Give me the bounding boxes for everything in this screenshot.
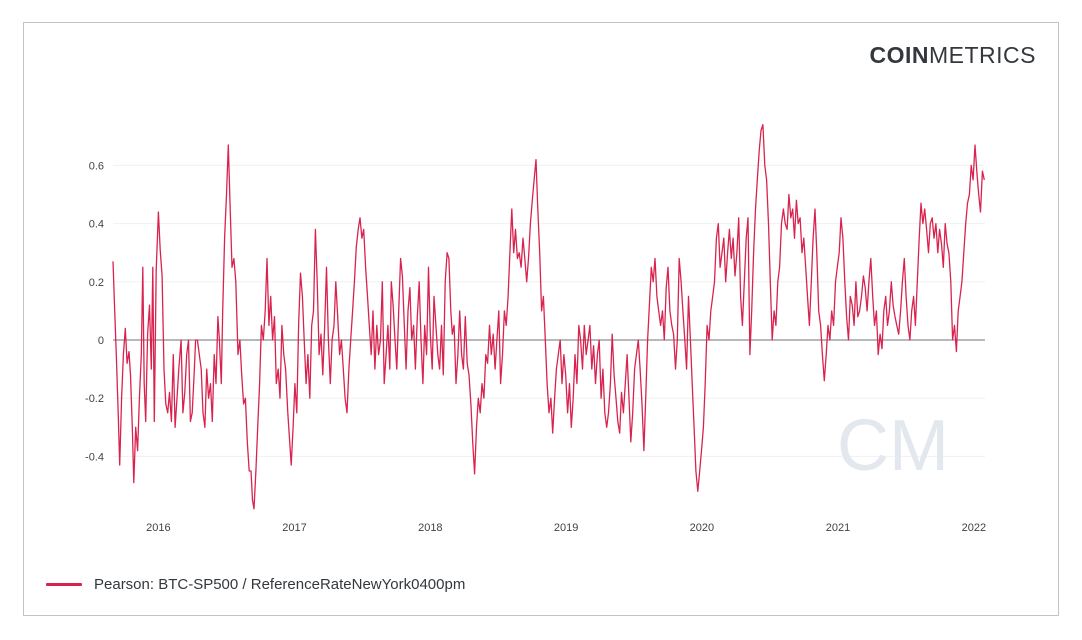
y-tick-label: -0.2 bbox=[85, 393, 104, 405]
x-axis-ticks: 2016 2017 2018 2019 2020 2021 2022 bbox=[146, 522, 986, 534]
watermark-text: CM bbox=[837, 406, 949, 486]
x-tick-label: 2016 bbox=[146, 522, 170, 534]
series-line-pearson bbox=[112, 124, 985, 510]
y-tick-label: 0.4 bbox=[89, 219, 104, 231]
x-tick-label: 2021 bbox=[826, 522, 850, 534]
x-tick-label: 2017 bbox=[282, 522, 306, 534]
cm-watermark: CM bbox=[837, 406, 949, 486]
y-tick-label: 0 bbox=[98, 335, 104, 347]
x-tick-label: 2020 bbox=[690, 522, 714, 534]
chart-frame bbox=[23, 22, 1059, 616]
x-tick-label: 2019 bbox=[554, 522, 578, 534]
legend[interactable]: Pearson: BTC-SP500 / ReferenceRateNewYor… bbox=[46, 576, 465, 593]
logo-light-text: METRICS bbox=[929, 42, 1036, 68]
coinmetrics-logo: COINMETRICS bbox=[870, 42, 1037, 69]
y-axis-ticks: 0.6 0.4 0.2 0 -0.2 -0.4 bbox=[85, 160, 104, 463]
y-tick-label: 0.2 bbox=[89, 277, 104, 289]
series-layer bbox=[112, 124, 985, 510]
legend-swatch bbox=[46, 583, 82, 586]
x-tick-label: 2022 bbox=[962, 522, 986, 534]
y-tick-label: 0.6 bbox=[89, 160, 104, 172]
x-tick-label: 2018 bbox=[418, 522, 442, 534]
y-tick-label: -0.4 bbox=[85, 451, 104, 463]
logo-strong-text: COIN bbox=[869, 42, 929, 68]
legend-label: Pearson: BTC-SP500 / ReferenceRateNewYor… bbox=[94, 576, 466, 593]
